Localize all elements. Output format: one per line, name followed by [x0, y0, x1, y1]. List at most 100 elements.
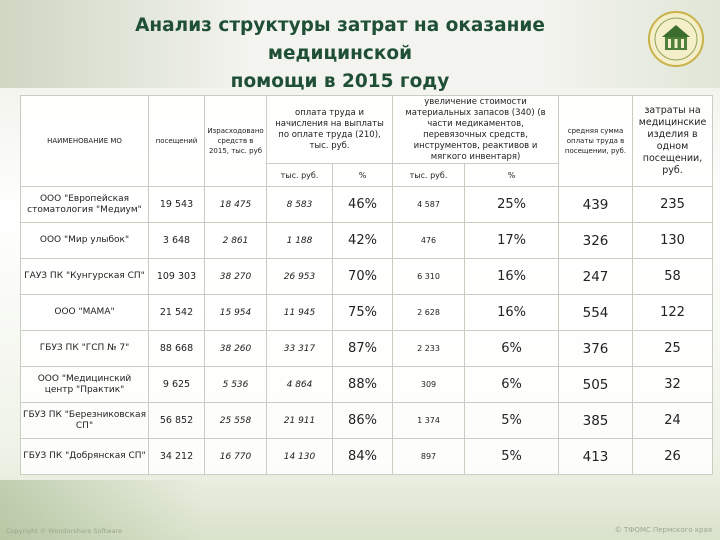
cell-spent: 38 270 — [204, 258, 267, 295]
cell-per-visit: 122 — [632, 294, 714, 331]
cell-supplies: 1 374 — [392, 402, 466, 439]
cell-supplies-pct: 16% — [464, 258, 560, 295]
cell-name: ГБУЗ ПК "Добрянская СП" — [20, 438, 149, 475]
cell-salary: 26 953 — [266, 258, 333, 295]
cell-spent: 2 861 — [204, 222, 267, 259]
cell-per-visit: 26 — [632, 438, 714, 475]
cell-salary-pct: 88% — [331, 366, 394, 403]
cell-avg-salary: 385 — [558, 402, 634, 439]
cell-salary-pct: 84% — [331, 438, 394, 475]
cell-per-visit: 25 — [632, 330, 714, 367]
cell-salary: 33 317 — [266, 330, 333, 367]
subheader-supplies-pct: % — [464, 163, 560, 187]
cell-visits: 9 625 — [148, 366, 205, 403]
header-avg-salary: средняя сумма оплаты труда в посещении, … — [558, 95, 634, 187]
header-visits: посещений — [148, 95, 205, 187]
cell-avg-salary: 326 — [558, 222, 634, 259]
cell-spent: 18 475 — [204, 186, 267, 223]
cell-visits: 34 212 — [148, 438, 205, 475]
cell-visits: 88 668 — [148, 330, 205, 367]
cell-visits: 56 852 — [148, 402, 205, 439]
table-row: ООО "Медицинский центр "Практик" 9 625 5… — [20, 366, 714, 403]
cell-name: ООО "МАМА" — [20, 294, 149, 331]
cell-salary: 1 188 — [266, 222, 333, 259]
cell-salary-pct: 87% — [331, 330, 394, 367]
footer-organization: © ТФОМС Пермского края — [614, 526, 712, 534]
table-row: ООО "Европейская стоматология "Медиум" 1… — [20, 186, 714, 223]
cell-visits: 109 303 — [148, 258, 205, 295]
cell-supplies: 897 — [392, 438, 466, 475]
table-row: ГБУЗ ПК "ГСП № 7" 88 668 38 260 33 317 8… — [20, 330, 714, 367]
cell-salary: 14 130 — [266, 438, 333, 475]
cell-supplies: 4 587 — [392, 186, 466, 223]
table-row: ООО "Мир улыбок" 3 648 2 861 1 188 42% 4… — [20, 222, 714, 259]
cell-supplies-pct: 6% — [464, 366, 560, 403]
cell-salary: 8 583 — [266, 186, 333, 223]
cell-name: ГБУЗ ПК "ГСП № 7" — [20, 330, 149, 367]
cell-spent: 16 770 — [204, 438, 267, 475]
table-row: ГАУЗ ПК "Кунгурская СП" 109 303 38 270 2… — [20, 258, 714, 295]
cell-name: ООО "Мир улыбок" — [20, 222, 149, 259]
decorative-pills-area — [0, 480, 200, 540]
cell-visits: 19 543 — [148, 186, 205, 223]
cell-salary-pct: 46% — [331, 186, 394, 223]
cell-per-visit: 32 — [632, 366, 714, 403]
table-row: ГБУЗ ПК "Добрянская СП" 34 212 16 770 14… — [20, 438, 714, 475]
cell-visits: 21 542 — [148, 294, 205, 331]
table-row: ООО "МАМА" 21 542 15 954 11 945 75% 2 62… — [20, 294, 714, 331]
cell-spent: 5 536 — [204, 366, 267, 403]
cell-salary: 11 945 — [266, 294, 333, 331]
table-subheader-row: тыс. руб. % тыс. руб. % — [21, 163, 713, 187]
cell-spent: 25 558 — [204, 402, 267, 439]
slide-header — [0, 0, 720, 88]
slide-title-line2: помощи в 2015 году — [230, 71, 450, 92]
footer-copyright: Copyright © Wondershare Software — [6, 527, 123, 535]
cell-salary-pct: 75% — [331, 294, 394, 331]
cell-supplies: 309 — [392, 366, 466, 403]
subheader-salary-rub: тыс. руб. — [266, 163, 333, 187]
table-row: ГБУЗ ПК "Березниковская СП" 56 852 25 55… — [20, 402, 714, 439]
cell-supplies-pct: 5% — [464, 402, 560, 439]
cell-name: ГБУЗ ПК "Березниковская СП" — [20, 402, 149, 439]
slide-title-line1: Анализ структуры затрат на оказание меди… — [135, 15, 545, 64]
table-header-row: НАИМЕНОВАНИЕ МО посещений Израсходовано … — [20, 95, 714, 187]
cell-supplies: 2 233 — [392, 330, 466, 367]
subheader-supplies-rub: тыс. руб. — [392, 163, 466, 187]
cost-structure-table: НАИМЕНОВАНИЕ МО посещений Израсходовано … — [20, 95, 714, 475]
cell-avg-salary: 247 — [558, 258, 634, 295]
cell-visits: 3 648 — [148, 222, 205, 259]
cell-supplies: 2 628 — [392, 294, 466, 331]
cell-supplies-pct: 16% — [464, 294, 560, 331]
cell-avg-salary: 554 — [558, 294, 634, 331]
cell-per-visit: 130 — [632, 222, 714, 259]
cell-supplies-pct: 17% — [464, 222, 560, 259]
cell-name: ООО "Медицинский центр "Практик" — [20, 366, 149, 403]
cell-supplies: 6 310 — [392, 258, 466, 295]
cell-salary-pct: 42% — [331, 222, 394, 259]
tfoms-logo-icon — [648, 11, 704, 67]
cell-per-visit: 24 — [632, 402, 714, 439]
cell-avg-salary: 439 — [558, 186, 634, 223]
header-supplies: увеличение стоимости материальных запасо… — [392, 95, 560, 164]
cell-per-visit: 58 — [632, 258, 714, 295]
cell-avg-salary: 376 — [558, 330, 634, 367]
cell-supplies-pct: 5% — [464, 438, 560, 475]
cell-salary-pct: 86% — [331, 402, 394, 439]
cell-spent: 15 954 — [204, 294, 267, 331]
cell-avg-salary: 505 — [558, 366, 634, 403]
cell-spent: 38 260 — [204, 330, 267, 367]
header-spent: Израсходовано средств в 2015, тыс. руб — [204, 95, 267, 187]
cell-salary-pct: 70% — [331, 258, 394, 295]
cell-per-visit: 235 — [632, 186, 714, 223]
cell-supplies-pct: 25% — [464, 186, 560, 223]
cell-supplies: 476 — [392, 222, 466, 259]
subheader-salary-pct: % — [331, 163, 394, 187]
slide-title: Анализ структуры затрат на оказание меди… — [60, 12, 620, 96]
cell-salary: 4 864 — [266, 366, 333, 403]
cell-name: ГАУЗ ПК "Кунгурская СП" — [20, 258, 149, 295]
header-salary: оплата труда и начисления на выплаты по … — [265, 95, 394, 164]
cell-salary: 21 911 — [266, 402, 333, 439]
cell-avg-salary: 413 — [558, 438, 634, 475]
header-name: НАИМЕНОВАНИЕ МО — [20, 95, 149, 187]
cell-supplies-pct: 6% — [464, 330, 560, 367]
